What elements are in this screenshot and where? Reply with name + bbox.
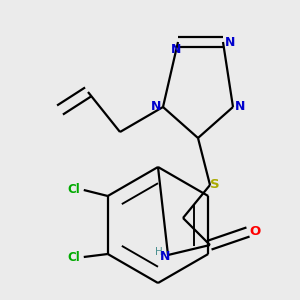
Text: N: N [234,100,245,113]
Text: N: N [171,43,182,56]
Text: N: N [160,250,170,263]
Text: Cl: Cl [67,251,80,264]
Text: S: S [210,178,219,191]
Text: N: N [151,100,162,113]
Text: N: N [224,36,235,49]
Text: H: H [155,247,163,257]
Text: Cl: Cl [67,183,80,196]
Text: O: O [249,225,260,238]
